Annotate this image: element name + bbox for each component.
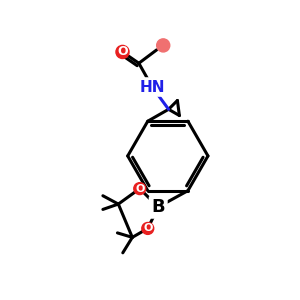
Circle shape [116, 45, 129, 58]
Text: B: B [152, 198, 165, 216]
Circle shape [142, 223, 154, 234]
Text: O: O [143, 224, 152, 233]
Text: O: O [135, 184, 144, 194]
Circle shape [157, 39, 170, 52]
Circle shape [134, 183, 146, 195]
Text: O: O [117, 45, 128, 58]
Text: HN: HN [140, 80, 165, 94]
